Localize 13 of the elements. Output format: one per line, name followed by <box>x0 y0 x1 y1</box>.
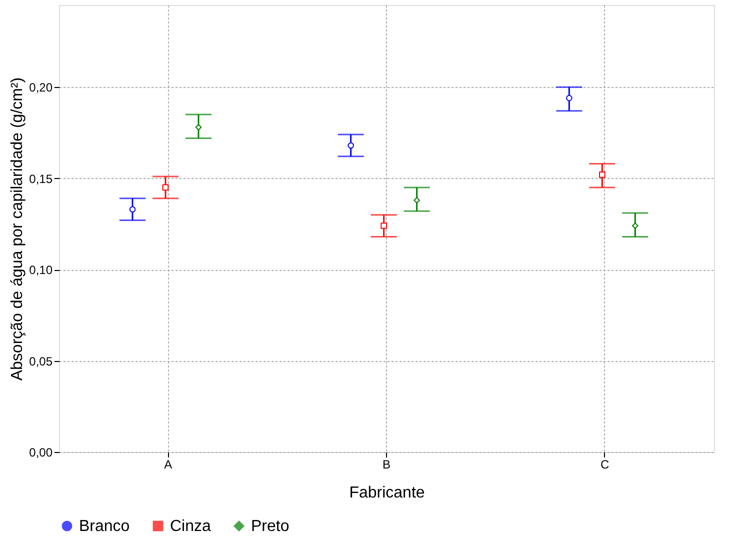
x-axis-title: Fabricante <box>349 484 425 502</box>
y-tick-label: 0,00 <box>29 446 53 460</box>
y-tick-label: 0,10 <box>29 263 53 278</box>
legend-label: Preto <box>251 518 290 535</box>
x-tick-label: A <box>164 458 172 472</box>
x-tick-label: B <box>382 458 391 472</box>
x-tick-label: C <box>600 458 610 472</box>
legend-label: Branco <box>79 518 130 535</box>
legend-label: Cinza <box>170 518 212 535</box>
y-axis-title: Absorção de água por capilaridade (g/cm²) <box>9 77 26 381</box>
y-tick-label: 0,20 <box>29 80 53 95</box>
y-tick-label: 0,05 <box>29 354 53 368</box>
y-tick-label: 0,15 <box>29 172 53 186</box>
